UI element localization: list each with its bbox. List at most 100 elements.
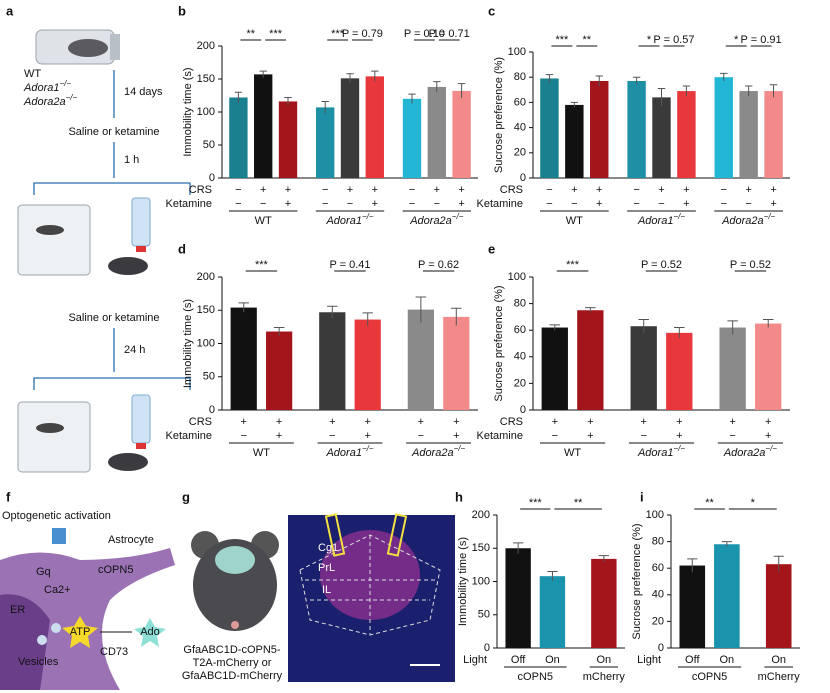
error-bar (513, 542, 524, 554)
row-label: Ketamine (166, 198, 212, 210)
group-name: Adora2a (409, 215, 452, 227)
row-value: + (458, 198, 464, 210)
row-value: + (552, 416, 558, 428)
y-axis-label: Sucrose preference (%) (493, 57, 505, 173)
region: IL (322, 584, 331, 596)
row-value: + (765, 430, 771, 442)
bottle-cap (136, 443, 146, 449)
construct: T2A-mCherry or (193, 657, 272, 669)
error-bar (585, 307, 596, 313)
y-tick-label: 50 (203, 371, 215, 383)
superscript: −/− (673, 444, 685, 453)
bar (677, 91, 696, 178)
group-name: WT (564, 447, 581, 459)
bar (739, 91, 758, 178)
row-label: CRS (500, 416, 523, 428)
row-value: + (683, 184, 689, 196)
row-value: + (285, 198, 291, 210)
row-value: + (260, 184, 266, 196)
construct: GfaABC1D-cOPN5- (183, 644, 281, 656)
label: ER (10, 604, 25, 616)
comparison-label: P = 0.79 (342, 28, 383, 40)
bar (229, 97, 248, 178)
y-tick-label: 0 (209, 172, 215, 184)
row-value: − (721, 198, 727, 210)
bar (719, 327, 746, 410)
bottle-cap (136, 246, 146, 252)
y-tick-label: 100 (646, 509, 664, 521)
step: 24 h (124, 344, 145, 356)
y-tick-label: 80 (514, 298, 526, 310)
bracket (33, 182, 191, 195)
group-label: Adora2a−/− (411, 444, 465, 459)
group-name: WT (255, 215, 272, 227)
comparison-label: *** (255, 259, 269, 271)
group-name: cOPN5 (518, 671, 553, 683)
bar (443, 316, 470, 410)
row-value: On (545, 654, 560, 666)
error-bar (545, 74, 554, 83)
error-bar (657, 88, 666, 107)
panel-letter: a (6, 3, 14, 18)
row-value: + (745, 184, 751, 196)
panel-f: f Optogenetic activation Astrocyte cOPN5… (0, 489, 175, 690)
row-value: + (372, 198, 378, 210)
error-bar (457, 83, 466, 99)
row-value: − (633, 184, 639, 196)
comparison-label: P = 0.52 (730, 259, 771, 271)
comparison-label: ** (574, 497, 583, 509)
error-bar (346, 73, 354, 83)
group-name: WT (253, 447, 270, 459)
row-value: + (329, 416, 335, 428)
y-tick-label: 100 (197, 106, 215, 118)
row-value: + (418, 416, 424, 428)
group-name: Adora2a (721, 215, 764, 227)
bar (278, 101, 298, 178)
panel-letter: c (488, 3, 495, 18)
genotype: WT (24, 68, 41, 80)
error-bar (362, 312, 373, 327)
mcherry-signal (320, 530, 420, 620)
bar (407, 309, 434, 410)
group-name: Adora2a (411, 447, 454, 459)
row-value: + (765, 416, 771, 428)
error-bar (284, 96, 292, 106)
row-value: On (597, 654, 612, 666)
superscript: −/− (764, 212, 776, 221)
row-value: + (453, 430, 459, 442)
row-value: + (347, 184, 353, 196)
y-tick-label: 60 (652, 562, 664, 574)
comparison-label: P = 0.62 (418, 259, 459, 271)
bar (577, 310, 604, 410)
group-name: Adora1 (325, 447, 361, 459)
y-tick-label: 60 (514, 96, 526, 108)
row-label: CRS (189, 184, 212, 196)
error-bar (744, 85, 753, 97)
bar (452, 90, 471, 178)
group-name: Adora1 (637, 447, 673, 459)
genotype: Adora2a−/− (23, 93, 77, 108)
row-value: − (571, 198, 577, 210)
bracket (33, 377, 191, 390)
row-value: + (596, 184, 602, 196)
row-value: − (745, 198, 751, 210)
beaker (17, 204, 91, 276)
error-bar (549, 324, 561, 331)
bar (230, 307, 257, 410)
group-label: cOPN5 (692, 671, 727, 683)
nose (231, 621, 239, 629)
y-tick-label: 40 (514, 351, 526, 363)
er (0, 594, 50, 690)
bar (319, 312, 346, 410)
row-label: Light (637, 654, 661, 666)
superscript: −/− (452, 212, 464, 221)
panel-letter: h (455, 489, 463, 504)
error-bar (321, 100, 329, 114)
group-name: WT (566, 215, 583, 227)
comparison-label: *** (331, 28, 345, 40)
y-tick-label: 100 (197, 337, 215, 349)
row-value: − (260, 198, 266, 210)
label: Astrocyte (108, 534, 154, 546)
